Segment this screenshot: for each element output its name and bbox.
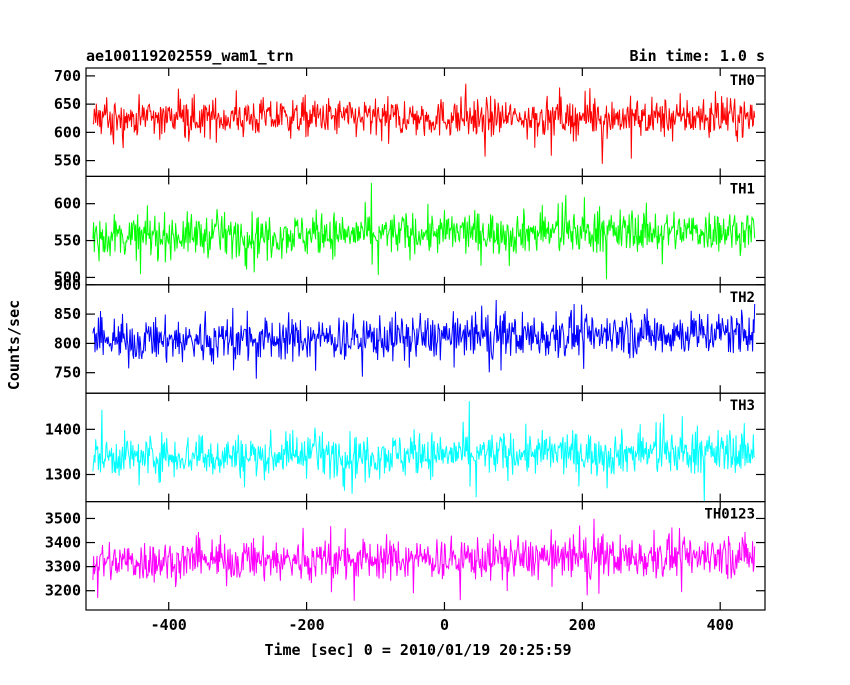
y-tick-label: 800 xyxy=(54,334,81,352)
x-tick-label: 200 xyxy=(569,616,596,634)
panel-label-th0: TH0 xyxy=(730,73,755,89)
y-tick-label: 700 xyxy=(54,67,81,85)
y-tick-label: 900 xyxy=(54,276,81,294)
x-tick-label: 400 xyxy=(707,616,734,634)
x-tick-label: -400 xyxy=(151,616,187,634)
y-tick-label: 600 xyxy=(54,195,81,213)
y-tick-label: 3300 xyxy=(45,558,81,576)
series-th1 xyxy=(92,182,756,280)
y-tick-label: 3400 xyxy=(45,534,81,552)
x-axis-title: Time [sec] 0 = 2010/01/19 20:25:59 xyxy=(264,641,571,659)
y-tick-label: 750 xyxy=(54,364,81,382)
panel-th2: 750 800 850 900 TH2 xyxy=(54,276,766,394)
panel-th0123: 3200 3300 3400 3500 -400 -200 0 200 400 TH0123 xyxy=(45,501,766,634)
y-tick-label: 3500 xyxy=(45,509,81,527)
x-tick-label: 0 xyxy=(440,616,449,634)
series-th3 xyxy=(92,401,755,502)
y-tick-label: 500 xyxy=(54,268,81,286)
panel-frame xyxy=(85,501,766,611)
panel-th0: 550 600 650 700 TH0 xyxy=(54,67,766,178)
panel-label-th3: TH3 xyxy=(730,398,755,414)
y-tick-label: 1400 xyxy=(45,420,81,438)
panel-label-th1: TH1 xyxy=(730,181,755,197)
y-tick-label: 3200 xyxy=(45,582,81,600)
y-tick-label: 650 xyxy=(54,95,81,113)
panel-th1: 500 550 600 TH1 xyxy=(54,175,766,286)
y-tick-label: 550 xyxy=(54,152,81,170)
series-th0123 xyxy=(92,518,756,601)
series-th0 xyxy=(92,83,756,164)
panel-label-th2: TH2 xyxy=(730,290,755,306)
panel-label-th0123: TH0123 xyxy=(704,507,755,523)
y-tick-label: 600 xyxy=(54,123,81,141)
y-tick-label: 1300 xyxy=(45,466,81,484)
y-axis-title: Counts/sec xyxy=(5,300,23,390)
series-th2 xyxy=(92,299,756,379)
panels-group: 550 600 650 700 TH0 500 550 600 TH1 750 800 850 900 T… xyxy=(45,67,766,634)
y-tick-label: 850 xyxy=(54,305,81,323)
y-tick-label: 550 xyxy=(54,232,81,250)
x-tick-label: -200 xyxy=(289,616,325,634)
panel-th3: 1300 1400 TH3 xyxy=(45,392,766,503)
bin-time-label: Bin time: 1.0 s xyxy=(630,47,765,65)
chart-title: ae100119202559_wam1_trn xyxy=(86,47,294,65)
